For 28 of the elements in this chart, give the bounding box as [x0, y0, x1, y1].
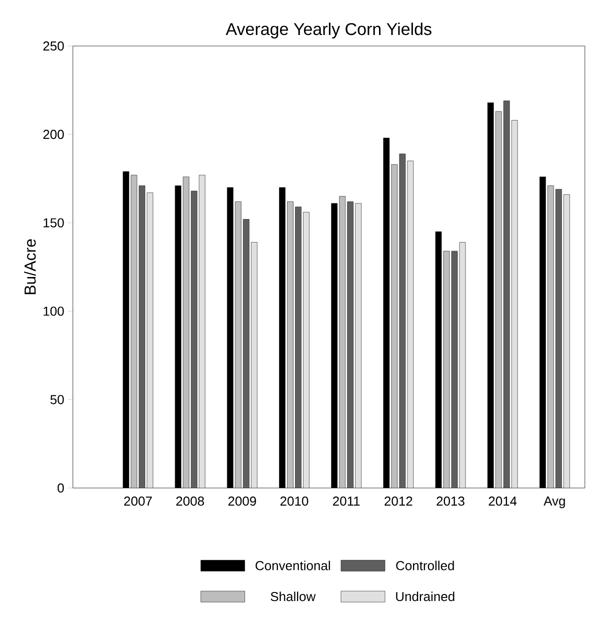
- legend-label: Controlled: [396, 560, 454, 570]
- x-tick-label: 2014: [488, 496, 517, 506]
- bar: [548, 186, 554, 488]
- legend-label: Shallow: [270, 592, 316, 602]
- bar: [235, 201, 242, 488]
- x-tick-label: Avg: [544, 496, 565, 508]
- y-axis-title: Bu/Acre: [24, 239, 36, 294]
- legend-label: Conventional: [256, 560, 330, 570]
- bar: [182, 176, 190, 488]
- y-tick-label: 50: [50, 394, 64, 404]
- x-tick-label: 2011: [333, 496, 360, 506]
- y-tick-label: 150: [44, 218, 64, 228]
- bar: [391, 164, 398, 488]
- legend-label: Undrained: [396, 592, 454, 602]
- x-tick-label: 2008: [176, 496, 204, 506]
- x-tick-label: 2012: [384, 496, 412, 506]
- chart-title: Average Yearly Corn Yields: [226, 22, 432, 38]
- x-tick-label: 2010: [280, 496, 308, 506]
- y-tick-label: 0: [58, 483, 64, 493]
- y-tick-label: 200: [43, 130, 64, 140]
- y-tick-label: 100: [44, 306, 64, 316]
- bar: [339, 196, 346, 488]
- bar: [287, 201, 294, 488]
- y-tick-label: 250: [43, 41, 64, 51]
- bar: [495, 111, 502, 488]
- x-tick-label: 2009: [228, 496, 256, 506]
- x-tick-label: 2007: [124, 496, 152, 506]
- x-tick-label: 2013: [436, 496, 464, 506]
